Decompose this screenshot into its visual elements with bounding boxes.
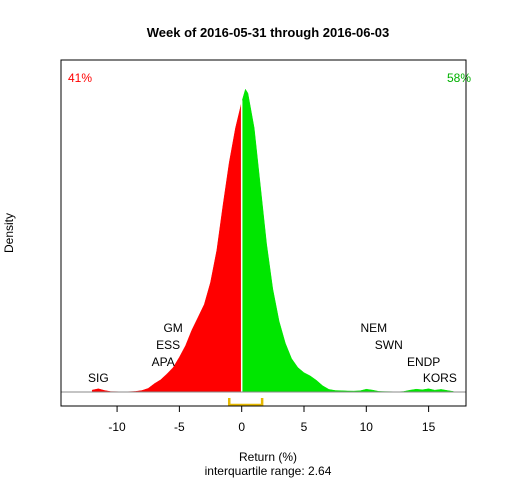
x-tick-label: 0 (238, 420, 245, 434)
positive-share-label: 58% (447, 71, 471, 85)
x-axis: -10 -5 0 5 10 15 (108, 406, 436, 434)
x-tick-label: -10 (108, 420, 126, 434)
iqr-subtitle: interquartile range: 2.64 (205, 464, 332, 478)
plot-frame (60, 59, 467, 407)
ticker-label-sig: SIG (88, 371, 109, 385)
ticker-label-swn: SWN (375, 338, 403, 352)
ticker-label-nem: NEM (360, 321, 387, 335)
ticker-annotations: SIG APA ESS GM NEM SWN ENDP KORS (88, 321, 457, 385)
chart-title: Week of 2016-05-31 through 2016-06-03 (147, 25, 390, 40)
density-areas (91, 88, 454, 393)
ticker-label-apa: APA (152, 355, 175, 369)
ticker-label-gm: GM (163, 321, 182, 335)
y-axis-label: Density (2, 213, 16, 253)
x-tick-label: -5 (174, 420, 185, 434)
positive-density-area (241, 88, 454, 393)
x-tick-label: 15 (422, 420, 436, 434)
x-tick-label: 5 (301, 420, 308, 434)
iqr-bracket (227, 398, 264, 407)
ticker-label-endp: ENDP (407, 355, 440, 369)
ticker-label-kors: KORS (423, 371, 457, 385)
ticker-label-ess: ESS (156, 338, 180, 352)
x-axis-label: Return (%) (239, 450, 297, 464)
x-tick-label: 10 (360, 420, 374, 434)
negative-share-label: 41% (68, 71, 92, 85)
